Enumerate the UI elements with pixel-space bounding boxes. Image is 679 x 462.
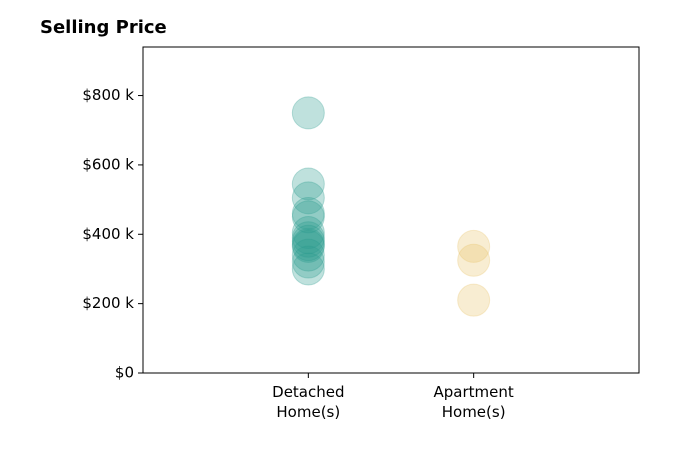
point (457, 229, 491, 263)
point (291, 252, 325, 286)
x-tick-label: Detached Home(s) (272, 383, 345, 421)
point (291, 238, 325, 272)
point (291, 216, 325, 250)
point (291, 221, 325, 255)
y-tick-label: $800 k (82, 86, 134, 104)
plot-frame (142, 46, 640, 374)
y-tick-label: $0 (115, 364, 134, 382)
chart-title: Selling Price (40, 17, 167, 38)
x-tick-label: Apartment Home(s) (433, 383, 514, 421)
point (291, 228, 325, 262)
point (291, 200, 325, 234)
point (291, 224, 325, 258)
point (457, 283, 491, 317)
point (291, 245, 325, 279)
y-tick-label: $600 k (82, 155, 134, 173)
point (291, 167, 325, 201)
point (291, 181, 325, 215)
y-tick-label: $200 k (82, 294, 134, 312)
point (291, 229, 325, 263)
point (457, 243, 491, 277)
point (291, 196, 325, 230)
y-tick-label: $400 k (82, 225, 134, 243)
point (291, 96, 325, 130)
